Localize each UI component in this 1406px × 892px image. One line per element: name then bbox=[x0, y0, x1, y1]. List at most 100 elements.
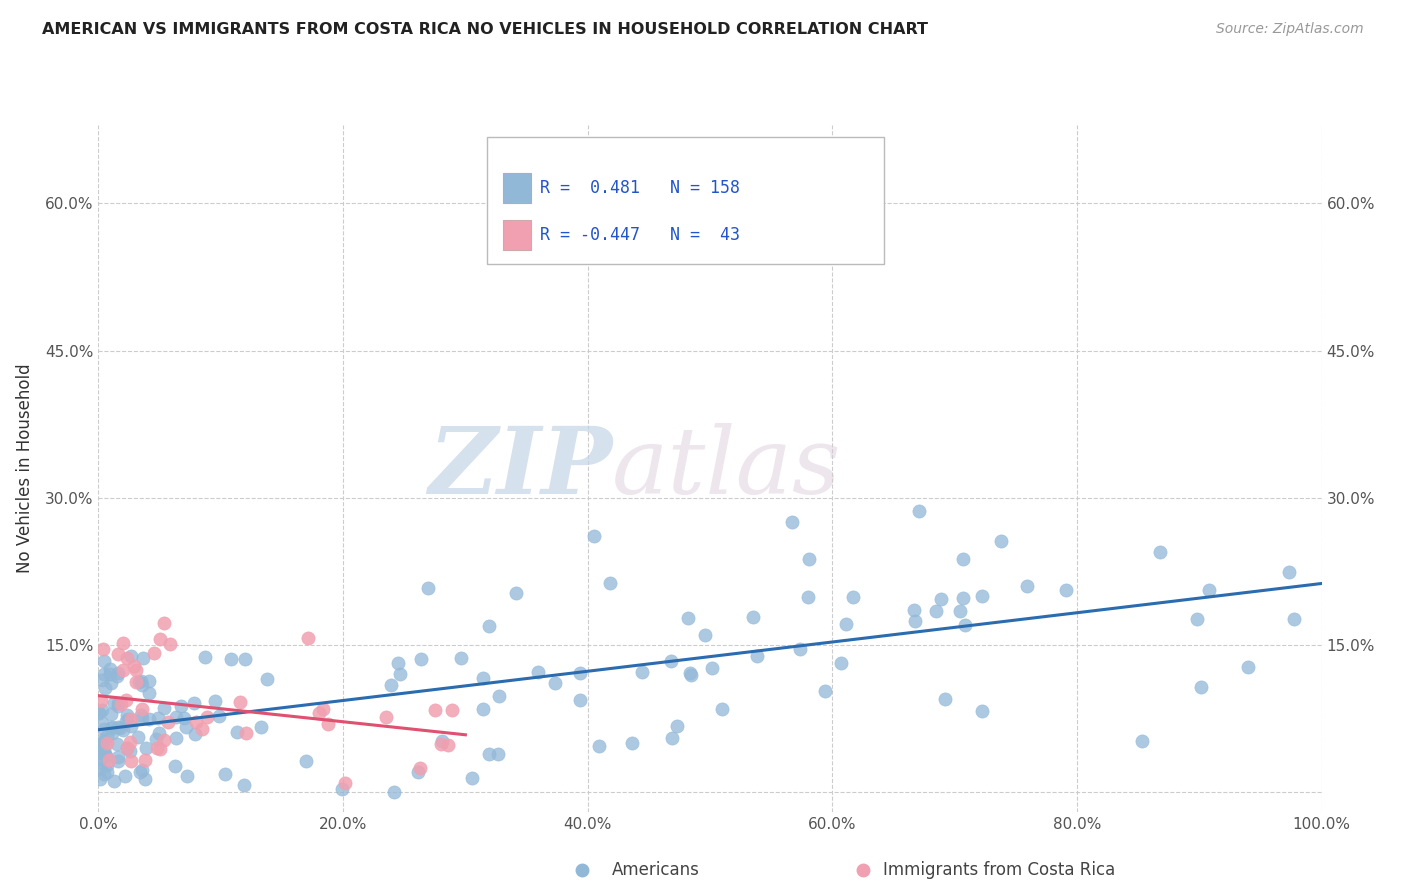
Point bbox=[184, 714, 207, 729]
Point bbox=[115, 741, 138, 756]
Text: Americans: Americans bbox=[612, 861, 700, 879]
Point bbox=[100, 662, 122, 676]
Point bbox=[903, 603, 925, 617]
Point bbox=[89, 772, 111, 786]
Point bbox=[131, 702, 153, 716]
Point bbox=[599, 575, 621, 590]
Point bbox=[1236, 660, 1258, 674]
Point bbox=[90, 694, 112, 708]
Point bbox=[679, 665, 702, 680]
Point bbox=[103, 773, 125, 788]
Point bbox=[308, 706, 330, 720]
Point bbox=[90, 747, 112, 761]
Point bbox=[478, 618, 501, 632]
Point bbox=[183, 727, 205, 741]
Point bbox=[105, 669, 128, 683]
Point bbox=[89, 738, 111, 752]
Point bbox=[700, 660, 723, 674]
Point bbox=[96, 765, 118, 780]
Point bbox=[219, 652, 242, 666]
Point bbox=[505, 586, 527, 600]
Point bbox=[1132, 734, 1154, 748]
Point bbox=[582, 528, 605, 542]
Point bbox=[569, 665, 592, 680]
Point bbox=[107, 754, 129, 768]
Point bbox=[333, 776, 356, 790]
Point bbox=[87, 755, 110, 769]
Point bbox=[461, 771, 484, 785]
Point bbox=[1278, 565, 1301, 579]
Point bbox=[96, 735, 118, 749]
Point bbox=[620, 736, 643, 750]
Point bbox=[409, 761, 432, 775]
Point bbox=[125, 675, 148, 690]
Point bbox=[94, 749, 117, 764]
Point bbox=[165, 710, 187, 724]
Point bbox=[146, 711, 169, 725]
Point bbox=[91, 673, 114, 688]
Point bbox=[91, 715, 114, 730]
Point bbox=[93, 742, 115, 756]
Point bbox=[125, 663, 148, 677]
Point bbox=[789, 641, 811, 656]
Point bbox=[294, 754, 316, 768]
Point bbox=[153, 701, 176, 715]
Point bbox=[100, 720, 122, 734]
Text: Source: ZipAtlas.com: Source: ZipAtlas.com bbox=[1216, 22, 1364, 37]
Point bbox=[120, 712, 142, 726]
Point bbox=[429, 737, 451, 751]
Point bbox=[107, 666, 129, 681]
Point bbox=[152, 732, 174, 747]
Point bbox=[1017, 579, 1039, 593]
Point bbox=[120, 648, 142, 663]
Point bbox=[127, 730, 149, 744]
Point bbox=[486, 747, 509, 761]
Point bbox=[101, 726, 124, 740]
Point bbox=[131, 763, 153, 777]
Point bbox=[204, 693, 226, 707]
Point bbox=[96, 758, 118, 772]
Point bbox=[110, 697, 132, 711]
Text: AMERICAN VS IMMIGRANTS FROM COSTA RICA NO VEHICLES IN HOUSEHOLD CORRELATION CHAR: AMERICAN VS IMMIGRANTS FROM COSTA RICA N… bbox=[42, 22, 928, 37]
Point bbox=[380, 678, 402, 692]
Point bbox=[107, 720, 129, 734]
Point bbox=[972, 589, 994, 603]
Point bbox=[157, 715, 180, 730]
Point bbox=[93, 641, 115, 656]
Point bbox=[797, 552, 820, 566]
Point bbox=[111, 663, 134, 677]
Point bbox=[745, 648, 768, 663]
Point bbox=[98, 666, 121, 681]
Point bbox=[782, 515, 804, 529]
Text: atlas: atlas bbox=[612, 424, 842, 513]
Point bbox=[190, 722, 212, 736]
Point bbox=[406, 765, 429, 780]
Point bbox=[835, 617, 858, 632]
Point bbox=[93, 654, 115, 668]
Point bbox=[1198, 582, 1220, 597]
Point bbox=[183, 696, 205, 710]
Point bbox=[129, 764, 152, 779]
Point bbox=[115, 708, 138, 723]
Point bbox=[91, 703, 114, 717]
Text: R =  0.481   N = 158: R = 0.481 N = 158 bbox=[540, 179, 741, 197]
Point bbox=[312, 702, 335, 716]
Point bbox=[256, 672, 278, 686]
Point bbox=[450, 651, 472, 665]
Point bbox=[797, 590, 820, 604]
Point bbox=[101, 721, 124, 735]
Point bbox=[1187, 612, 1209, 626]
Text: ZIP: ZIP bbox=[427, 424, 612, 513]
Point bbox=[232, 778, 254, 792]
Point bbox=[135, 740, 157, 755]
Point bbox=[416, 581, 439, 595]
Point bbox=[148, 726, 170, 740]
Point bbox=[441, 703, 464, 717]
Point bbox=[478, 747, 501, 762]
Point bbox=[93, 734, 115, 748]
Point bbox=[681, 668, 703, 682]
Point bbox=[411, 652, 433, 666]
Point bbox=[387, 657, 409, 671]
Point bbox=[929, 592, 952, 607]
Point bbox=[382, 785, 405, 799]
